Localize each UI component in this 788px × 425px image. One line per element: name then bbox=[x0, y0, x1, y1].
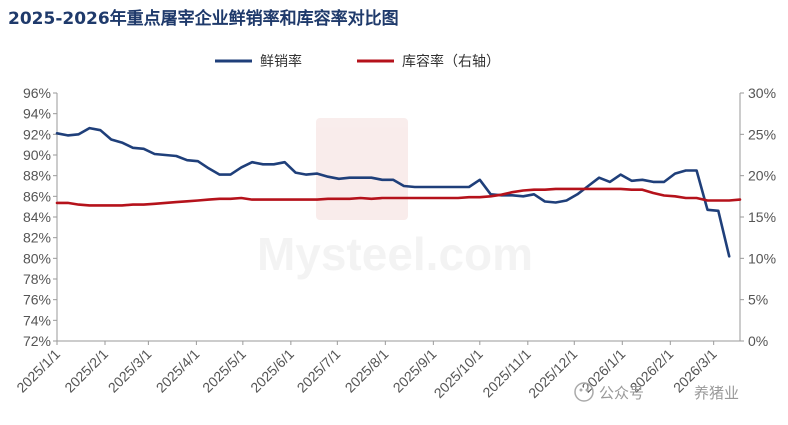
x-tick-label: 2025/4/1 bbox=[153, 346, 203, 396]
right-tick-label: 15% bbox=[748, 209, 776, 225]
left-tick-label: 96% bbox=[23, 85, 51, 101]
footer-label: 公众号 bbox=[599, 384, 644, 402]
watermark: Mysteel.com bbox=[257, 118, 533, 280]
watermark-text: Mysteel.com bbox=[257, 228, 533, 280]
legend-label-fresh-sales: 鲜销率 bbox=[260, 53, 302, 70]
x-tick-label: 2025/10/1 bbox=[431, 346, 487, 402]
footer-account: 养猪业 bbox=[694, 384, 739, 402]
wechat-icon-dot bbox=[579, 388, 583, 392]
x-tick-label: 2025/7/1 bbox=[294, 346, 344, 396]
legend: 鲜销率 库容率（右轴） bbox=[215, 53, 500, 70]
x-tick-label: 2025/11/1 bbox=[479, 346, 534, 401]
x-tick-label: 2025/3/1 bbox=[105, 346, 155, 396]
chart-title: 2025-2026年重点屠宰企业鲜销率和库容率对比图 bbox=[8, 9, 399, 29]
x-tick-label: 2025/1/1 bbox=[13, 346, 63, 396]
legend-label-storage: 库容率（右轴） bbox=[402, 53, 500, 70]
series-lines bbox=[55, 126, 742, 258]
left-tick-label: 88% bbox=[23, 168, 51, 184]
wechat-icon-dot-2 bbox=[585, 388, 589, 392]
watermark-logo-block bbox=[316, 118, 408, 220]
x-tick-label: 2025/2/1 bbox=[61, 346, 111, 396]
right-tick-label: 0% bbox=[748, 333, 768, 349]
x-tick-label: 2025/6/1 bbox=[247, 346, 297, 396]
x-tick-label: 2025/12/1 bbox=[525, 346, 581, 402]
left-tick-label: 78% bbox=[23, 271, 51, 287]
left-tick-label: 90% bbox=[23, 147, 51, 163]
left-tick-label: 86% bbox=[23, 188, 51, 204]
right-tick-label: 10% bbox=[748, 250, 776, 266]
x-tick-label: 2025/5/1 bbox=[199, 346, 249, 396]
left-axis-ticks: 72% 74% 76% 78% 80% 82% 84% 86% 88% 90% 92% 94% 96% bbox=[23, 85, 57, 349]
right-tick-label: 25% bbox=[748, 126, 776, 142]
right-tick-label: 5% bbox=[748, 292, 768, 308]
right-axis-ticks: 0% 5% 10% 15% 20% 25% 30% bbox=[740, 85, 776, 349]
series-line-storage bbox=[55, 187, 742, 207]
left-tick-label: 94% bbox=[23, 106, 51, 122]
left-tick-label: 80% bbox=[23, 250, 51, 266]
right-tick-label: 30% bbox=[748, 85, 776, 101]
left-tick-label: 92% bbox=[23, 126, 51, 142]
footer-badge: 公众号 养猪业 bbox=[574, 382, 739, 402]
left-tick-label: 82% bbox=[23, 230, 51, 246]
left-tick-label: 84% bbox=[23, 209, 51, 225]
x-tick-label: 2025/8/1 bbox=[342, 346, 392, 396]
right-tick-label: 20% bbox=[748, 168, 776, 184]
left-tick-label: 74% bbox=[23, 312, 51, 328]
left-tick-label: 76% bbox=[23, 292, 51, 308]
left-tick-label: 72% bbox=[23, 333, 51, 349]
series-line-fresh-sales bbox=[55, 126, 731, 258]
wechat-icon bbox=[574, 382, 594, 402]
